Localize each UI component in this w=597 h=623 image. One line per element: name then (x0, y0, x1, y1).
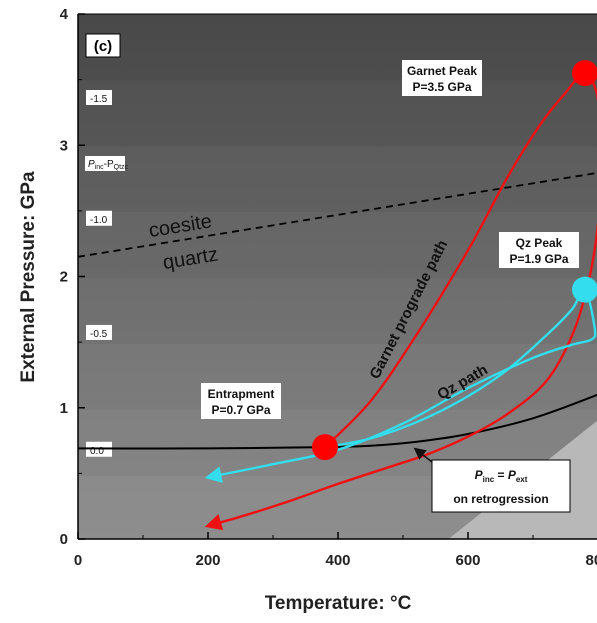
contour-band (78, 344, 597, 410)
contour-label: -0.5 (90, 329, 108, 340)
panel-label: (c) (94, 38, 112, 55)
garnet-peak-label-line1: Garnet Peak (407, 64, 477, 78)
y-axis-title: External Pressure: GPa (18, 171, 39, 383)
x-axis-title: Temperature: °C (265, 593, 412, 614)
garnet-peak-point (572, 60, 597, 86)
x-tick-label: 400 (325, 552, 350, 569)
y-tick-label: 1 (60, 400, 68, 417)
y-tick-label: 3 (60, 137, 68, 154)
entrapment-label-line1: Entrapment (208, 387, 275, 401)
contour-label: -1.5 (90, 94, 108, 105)
y-tick-label: 4 (60, 6, 69, 23)
qz-peak-point (572, 277, 597, 303)
entrapment-label-line2: P=0.7 GPa (211, 403, 270, 417)
contour-label: 0.0 (90, 446, 104, 457)
garnet-peak-label-line2: P=3.5 GPa (412, 80, 471, 94)
y-tick-label: 2 (60, 269, 68, 286)
annotation-line2: on retrogression (453, 492, 548, 506)
contour-label: -1.0 (90, 215, 108, 226)
x-tick-label: 600 (455, 552, 480, 569)
contour-band (78, 14, 597, 80)
x-tick-label: 0 (74, 552, 82, 569)
qz-peak-label-line1: Qz Peak (516, 236, 563, 250)
contour-band (78, 278, 597, 344)
qz-peak-label-line2: P=1.9 GPa (509, 252, 568, 266)
entrapment-point (312, 434, 338, 460)
x-tick-label: 200 (195, 552, 220, 569)
contour-band (78, 80, 597, 146)
y-tick-label: 0 (60, 531, 68, 548)
x-tick-label: 800 (585, 552, 597, 569)
